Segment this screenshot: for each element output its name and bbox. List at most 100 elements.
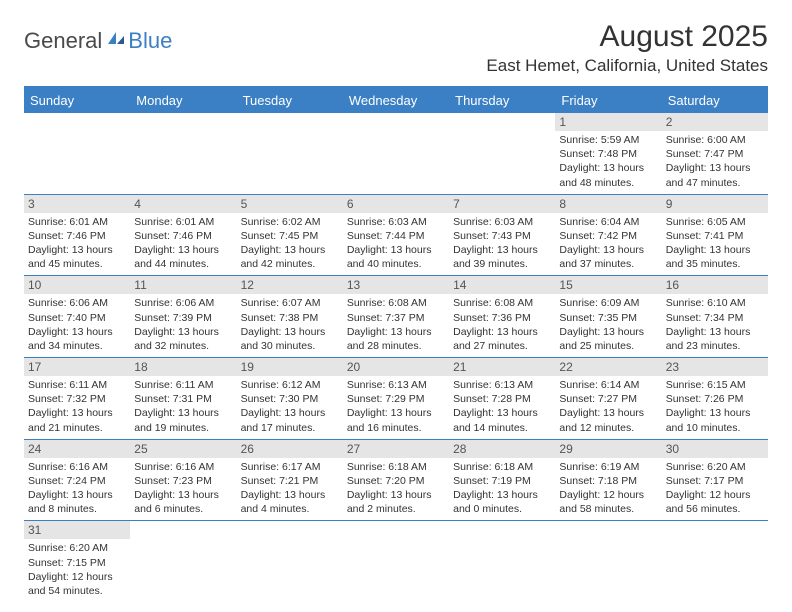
day-number: 14: [449, 276, 555, 294]
daylight-line: Daylight: 13 hours and 42 minutes.: [241, 243, 339, 271]
sunset-line: Sunset: 7:37 PM: [347, 311, 445, 325]
sunset-line: Sunset: 7:38 PM: [241, 311, 339, 325]
sunset-line: Sunset: 7:34 PM: [666, 311, 764, 325]
sunrise-line: Sunrise: 6:01 AM: [134, 215, 232, 229]
day-number: 11: [130, 276, 236, 294]
day-number: 31: [24, 521, 130, 539]
day-number: 28: [449, 440, 555, 458]
weekday-tuesday: Tuesday: [237, 87, 343, 113]
sunset-line: Sunset: 7:31 PM: [134, 392, 232, 406]
calendar-day-cell: 3Sunrise: 6:01 AMSunset: 7:46 PMDaylight…: [24, 194, 130, 276]
sunrise-line: Sunrise: 5:59 AM: [559, 133, 657, 147]
day-number: 27: [343, 440, 449, 458]
sunset-line: Sunset: 7:35 PM: [559, 311, 657, 325]
calendar-empty-cell: [130, 521, 236, 602]
sunset-line: Sunset: 7:41 PM: [666, 229, 764, 243]
sunset-line: Sunset: 7:46 PM: [134, 229, 232, 243]
sunset-line: Sunset: 7:43 PM: [453, 229, 551, 243]
daylight-line: Daylight: 12 hours and 54 minutes.: [28, 570, 126, 598]
calendar-day-cell: 7Sunrise: 6:03 AMSunset: 7:43 PMDaylight…: [449, 194, 555, 276]
day-details: Sunrise: 5:59 AMSunset: 7:48 PMDaylight:…: [555, 131, 661, 194]
calendar-row: 17Sunrise: 6:11 AMSunset: 7:32 PMDayligh…: [24, 358, 768, 440]
sunset-line: Sunset: 7:40 PM: [28, 311, 126, 325]
weekday-friday: Friday: [555, 87, 661, 113]
sunset-line: Sunset: 7:32 PM: [28, 392, 126, 406]
day-details: Sunrise: 6:13 AMSunset: 7:29 PMDaylight:…: [343, 376, 449, 439]
daylight-line: Daylight: 13 hours and 14 minutes.: [453, 406, 551, 434]
calendar-day-cell: 6Sunrise: 6:03 AMSunset: 7:44 PMDaylight…: [343, 194, 449, 276]
calendar-day-cell: 4Sunrise: 6:01 AMSunset: 7:46 PMDaylight…: [130, 194, 236, 276]
calendar-day-cell: 25Sunrise: 6:16 AMSunset: 7:23 PMDayligh…: [130, 439, 236, 521]
logo-text-blue: Blue: [128, 28, 172, 54]
day-details: Sunrise: 6:20 AMSunset: 7:15 PMDaylight:…: [24, 539, 130, 602]
daylight-line: Daylight: 13 hours and 34 minutes.: [28, 325, 126, 353]
sunrise-line: Sunrise: 6:02 AM: [241, 215, 339, 229]
daylight-line: Daylight: 13 hours and 19 minutes.: [134, 406, 232, 434]
calendar-day-cell: 8Sunrise: 6:04 AMSunset: 7:42 PMDaylight…: [555, 194, 661, 276]
day-number: 1: [555, 113, 661, 131]
day-details: Sunrise: 6:14 AMSunset: 7:27 PMDaylight:…: [555, 376, 661, 439]
calendar-empty-cell: [237, 521, 343, 602]
sunset-line: Sunset: 7:18 PM: [559, 474, 657, 488]
sunrise-line: Sunrise: 6:14 AM: [559, 378, 657, 392]
sunset-line: Sunset: 7:21 PM: [241, 474, 339, 488]
sunset-line: Sunset: 7:48 PM: [559, 147, 657, 161]
day-number: 24: [24, 440, 130, 458]
daylight-line: Daylight: 13 hours and 0 minutes.: [453, 488, 551, 516]
day-details: Sunrise: 6:01 AMSunset: 7:46 PMDaylight:…: [24, 213, 130, 276]
day-number: 6: [343, 195, 449, 213]
sunset-line: Sunset: 7:19 PM: [453, 474, 551, 488]
calendar-empty-cell: [449, 521, 555, 602]
sunrise-line: Sunrise: 6:20 AM: [666, 460, 764, 474]
day-number: 26: [237, 440, 343, 458]
day-details: Sunrise: 6:06 AMSunset: 7:39 PMDaylight:…: [130, 294, 236, 357]
daylight-line: Daylight: 13 hours and 8 minutes.: [28, 488, 126, 516]
calendar-day-cell: 10Sunrise: 6:06 AMSunset: 7:40 PMDayligh…: [24, 276, 130, 358]
daylight-line: Daylight: 13 hours and 4 minutes.: [241, 488, 339, 516]
day-details: Sunrise: 6:11 AMSunset: 7:32 PMDaylight:…: [24, 376, 130, 439]
day-details: Sunrise: 6:08 AMSunset: 7:36 PMDaylight:…: [449, 294, 555, 357]
sunset-line: Sunset: 7:28 PM: [453, 392, 551, 406]
daylight-line: Daylight: 13 hours and 39 minutes.: [453, 243, 551, 271]
location-label: East Hemet, California, United States: [486, 56, 768, 76]
day-details: Sunrise: 6:08 AMSunset: 7:37 PMDaylight:…: [343, 294, 449, 357]
sunset-line: Sunset: 7:23 PM: [134, 474, 232, 488]
daylight-line: Daylight: 13 hours and 21 minutes.: [28, 406, 126, 434]
calendar-day-cell: 13Sunrise: 6:08 AMSunset: 7:37 PMDayligh…: [343, 276, 449, 358]
day-number: 21: [449, 358, 555, 376]
day-number: 16: [662, 276, 768, 294]
sunrise-line: Sunrise: 6:06 AM: [134, 296, 232, 310]
day-details: Sunrise: 6:10 AMSunset: 7:34 PMDaylight:…: [662, 294, 768, 357]
day-number: 17: [24, 358, 130, 376]
sunrise-line: Sunrise: 6:08 AM: [453, 296, 551, 310]
calendar-day-cell: 16Sunrise: 6:10 AMSunset: 7:34 PMDayligh…: [662, 276, 768, 358]
calendar-day-cell: 31Sunrise: 6:20 AMSunset: 7:15 PMDayligh…: [24, 521, 130, 602]
sunrise-line: Sunrise: 6:17 AM: [241, 460, 339, 474]
daylight-line: Daylight: 13 hours and 44 minutes.: [134, 243, 232, 271]
day-details: Sunrise: 6:16 AMSunset: 7:23 PMDaylight:…: [130, 458, 236, 521]
day-number: 29: [555, 440, 661, 458]
sunrise-line: Sunrise: 6:01 AM: [28, 215, 126, 229]
day-number: 15: [555, 276, 661, 294]
calendar-empty-cell: [555, 521, 661, 602]
sunrise-line: Sunrise: 6:12 AM: [241, 378, 339, 392]
title-block: August 2025 East Hemet, California, Unit…: [486, 20, 768, 76]
day-details: Sunrise: 6:16 AMSunset: 7:24 PMDaylight:…: [24, 458, 130, 521]
calendar-row: 1Sunrise: 5:59 AMSunset: 7:48 PMDaylight…: [24, 113, 768, 194]
day-number: 8: [555, 195, 661, 213]
daylight-line: Daylight: 13 hours and 17 minutes.: [241, 406, 339, 434]
sunrise-line: Sunrise: 6:07 AM: [241, 296, 339, 310]
sunrise-line: Sunrise: 6:08 AM: [347, 296, 445, 310]
calendar-day-cell: 24Sunrise: 6:16 AMSunset: 7:24 PMDayligh…: [24, 439, 130, 521]
sunset-line: Sunset: 7:29 PM: [347, 392, 445, 406]
sunrise-line: Sunrise: 6:05 AM: [666, 215, 764, 229]
sunrise-line: Sunrise: 6:16 AM: [134, 460, 232, 474]
calendar-body: 1Sunrise: 5:59 AMSunset: 7:48 PMDaylight…: [24, 113, 768, 602]
calendar-empty-cell: [662, 521, 768, 602]
sunset-line: Sunset: 7:24 PM: [28, 474, 126, 488]
day-details: Sunrise: 6:03 AMSunset: 7:43 PMDaylight:…: [449, 213, 555, 276]
calendar-day-cell: 30Sunrise: 6:20 AMSunset: 7:17 PMDayligh…: [662, 439, 768, 521]
sunset-line: Sunset: 7:20 PM: [347, 474, 445, 488]
sunset-line: Sunset: 7:47 PM: [666, 147, 764, 161]
day-number: 13: [343, 276, 449, 294]
